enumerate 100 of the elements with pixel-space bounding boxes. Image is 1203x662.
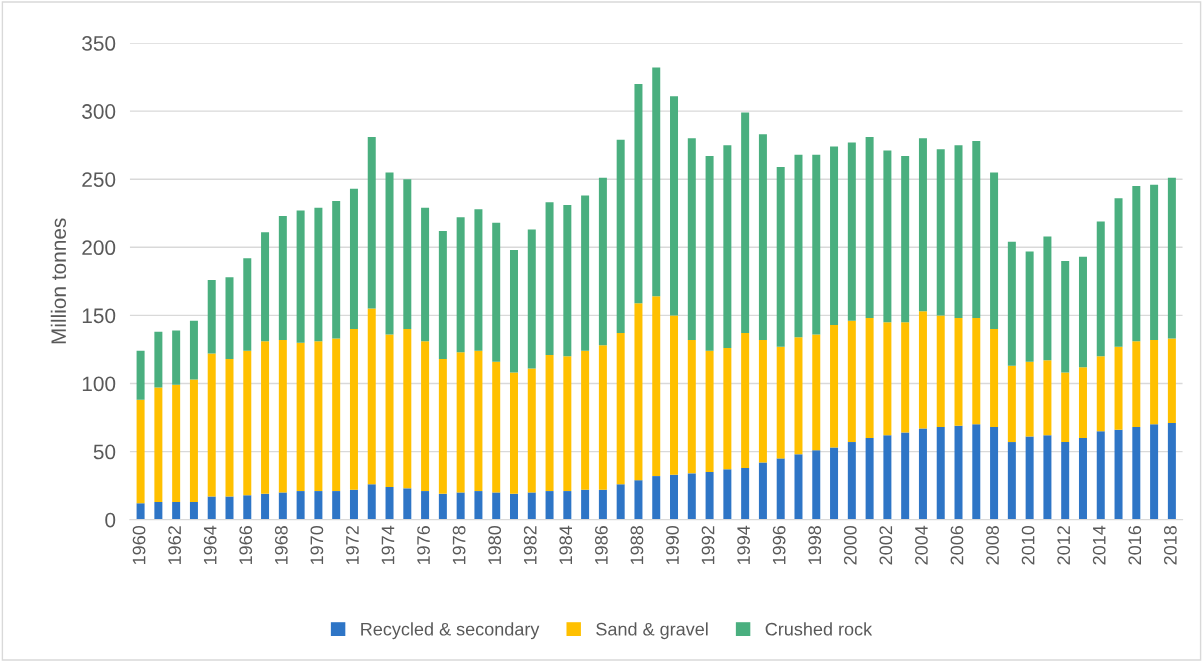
bar (509, 250, 518, 373)
x-tick-label: 2012 (1057, 526, 1071, 565)
bar (670, 315, 679, 475)
bar (278, 492, 287, 520)
x-tick-label: 1992 (701, 526, 715, 565)
bar (670, 474, 679, 520)
bar (1114, 429, 1123, 520)
bar (616, 139, 625, 334)
bar (172, 501, 181, 520)
bar (581, 195, 590, 351)
bar (1061, 442, 1070, 520)
bar (438, 230, 447, 359)
y-tick-label: 350 (82, 36, 116, 51)
bar (1132, 186, 1141, 342)
bar (278, 215, 287, 340)
bar (1150, 424, 1159, 520)
bar (794, 337, 803, 455)
bar (296, 210, 305, 343)
bar (385, 172, 394, 335)
bar (901, 156, 910, 323)
x-tick-label: 2000 (843, 525, 857, 565)
bar (1167, 177, 1176, 339)
bar (314, 341, 323, 492)
bar (456, 352, 465, 493)
bar (314, 491, 323, 520)
bar (1096, 431, 1105, 520)
x-tick-label: 1990 (666, 525, 679, 565)
bar (1043, 360, 1052, 436)
bar (670, 96, 679, 316)
x-tick-label: 1964 (203, 525, 217, 565)
bar (972, 424, 981, 520)
bar (492, 222, 501, 362)
bar (403, 329, 412, 489)
bar (545, 354, 554, 492)
x-tick-label: 1972 (346, 526, 359, 565)
y-tick-label: 200 (82, 240, 116, 256)
x-tick-label: 2004 (915, 525, 928, 565)
bar (830, 447, 839, 520)
bar (1025, 361, 1034, 437)
bar (1061, 260, 1070, 373)
x-tick-label: 1960 (132, 525, 146, 565)
bar (225, 277, 234, 359)
bar (243, 350, 252, 496)
bar (954, 425, 963, 520)
bar (1096, 356, 1105, 432)
legend-label: Recycled & secondary (361, 622, 540, 640)
bar (847, 442, 856, 520)
bar (634, 83, 643, 304)
bar (261, 232, 270, 342)
bar (296, 491, 305, 520)
bar (598, 177, 607, 346)
bar (758, 134, 767, 340)
bar (634, 303, 643, 481)
bar (154, 387, 163, 502)
bar (1007, 365, 1016, 443)
bar (349, 329, 358, 490)
bar (332, 338, 341, 492)
bar (189, 320, 198, 380)
x-tick-label: 1994 (737, 525, 750, 565)
bar (918, 138, 927, 312)
x-tick-label: 1998 (808, 526, 822, 565)
bar (403, 488, 412, 520)
x-tick-label: 2002 (879, 526, 893, 565)
bar (918, 311, 927, 429)
bar (687, 473, 696, 520)
bar (189, 501, 198, 520)
bar (1132, 341, 1141, 428)
bar (1007, 241, 1016, 366)
legend-label: Sand & gravel (596, 622, 708, 640)
x-tick-label: 1978 (452, 526, 466, 565)
x-tick-label: 2010 (1021, 525, 1035, 565)
bar (723, 145, 732, 349)
bar (865, 318, 874, 438)
bar (687, 339, 696, 474)
bar (954, 318, 963, 426)
bar (456, 217, 465, 353)
x-tick-label: 1984 (559, 525, 573, 565)
bar (527, 229, 536, 369)
bar (990, 329, 999, 428)
bar (314, 207, 323, 342)
bar (634, 480, 643, 520)
bar (367, 484, 376, 520)
bar (456, 492, 465, 520)
bar (918, 428, 927, 520)
bar (545, 202, 554, 355)
bar (438, 358, 447, 494)
bar (349, 489, 358, 520)
bar (581, 350, 590, 490)
bar (225, 496, 234, 520)
bar (901, 432, 910, 520)
bar (154, 331, 163, 388)
bar (278, 339, 287, 493)
bar (1078, 256, 1087, 368)
bar (901, 322, 910, 433)
y-tick-label: 300 (82, 104, 116, 119)
bar (652, 296, 661, 477)
bar (687, 138, 696, 340)
bar (581, 489, 590, 520)
x-tick-label: 2006 (950, 526, 964, 565)
x-tick-label: 2008 (986, 526, 999, 565)
